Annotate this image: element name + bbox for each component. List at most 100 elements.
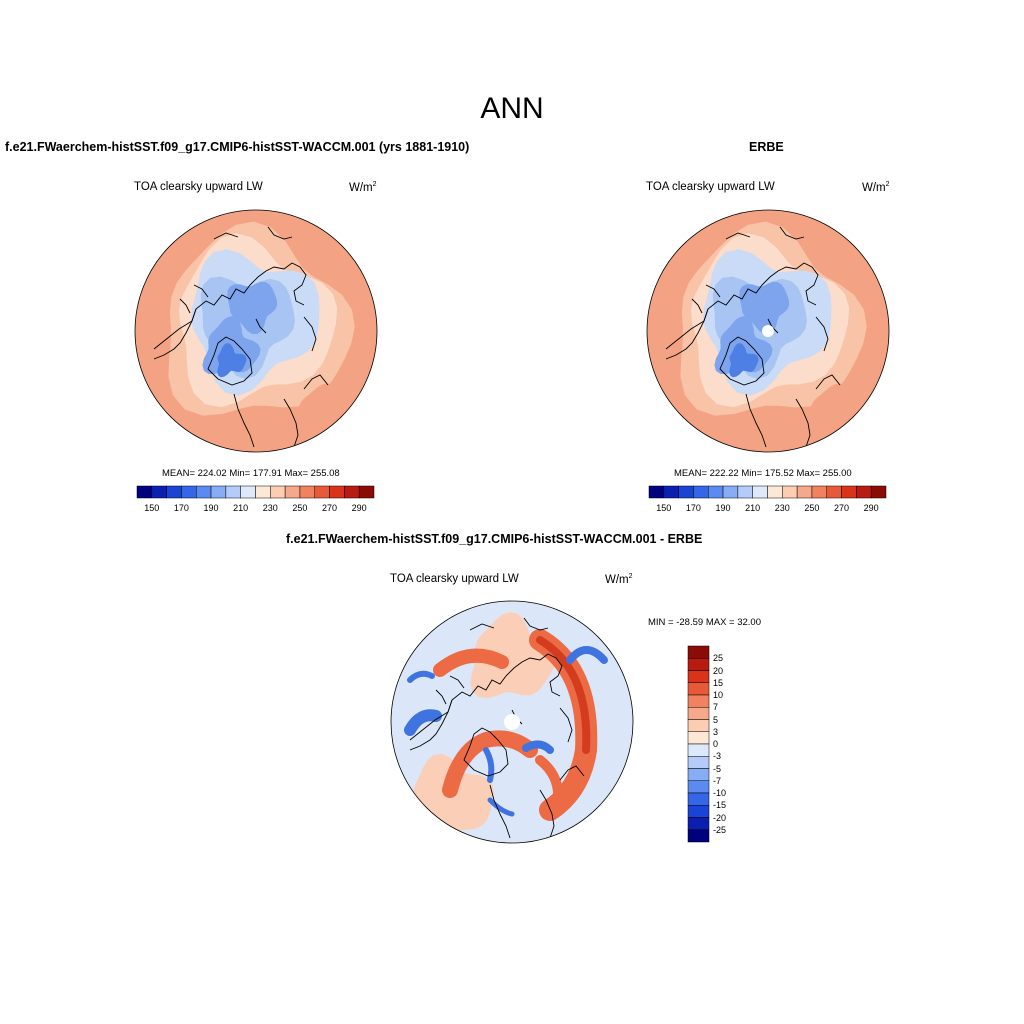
colorbar-box [678, 485, 694, 499]
colorbar-box [687, 719, 710, 732]
colorbar-box [284, 485, 301, 499]
panel-3-title: f.e21.FWaerchem-histSST.f09_g17.CMIP6-hi… [286, 532, 703, 546]
panel-3-colorbar-labels: 25 20 15 10 7 5 3 0 -3 -5 -7 -10 -15 -20 -25 [713, 646, 743, 842]
panel-2-colorbar [648, 485, 887, 499]
colorbar-box [826, 485, 842, 499]
colorbar-box [796, 485, 813, 499]
panel-2-variable: TOA clearsky upward LW [646, 181, 775, 193]
panel-3-polar-map [390, 600, 634, 844]
colorbar-box [270, 485, 286, 499]
colorbar-tick-label: -10 [713, 788, 727, 798]
colorbar-box [225, 485, 241, 499]
colorbar-box [687, 743, 710, 757]
panel-1-units: W/m2 [349, 181, 377, 194]
colorbar-box [811, 485, 828, 499]
colorbar-box [687, 658, 710, 671]
colorbar-box [255, 485, 271, 499]
colorbar-tick-label: -5 [713, 763, 722, 774]
colorbar-box [687, 645, 710, 659]
colorbar-box [687, 780, 710, 794]
colorbar-tick-label: 150 [656, 503, 672, 513]
colorbar-tick-label: 20 [713, 665, 724, 676]
colorbar-tick-label: 210 [745, 503, 761, 513]
colorbar-tick-label: 250 [804, 503, 820, 513]
colorbar-box [708, 485, 724, 499]
colorbar-box [687, 805, 710, 818]
colorbar-tick-label: 190 [203, 503, 219, 513]
colorbar-tick-label: 7 [713, 702, 719, 713]
colorbar-box [687, 694, 710, 708]
panel-2-units: W/m2 [862, 181, 890, 194]
colorbar-tick-label: -7 [713, 775, 722, 786]
colorbar-box [648, 485, 665, 499]
colorbar-tick-label: 270 [322, 503, 338, 513]
colorbar-box [687, 817, 710, 830]
colorbar-box [181, 485, 197, 499]
colorbar-tick-label: 290 [351, 503, 367, 513]
panel-2-stats: MEAN= 222.22 Min= 175.52 Max= 255.00 [674, 468, 852, 479]
colorbar-tick-label: 190 [715, 503, 731, 513]
colorbar-box [329, 485, 345, 499]
colorbar-box [856, 485, 872, 499]
panel-2-colorbar-labels: 150 170 190 210 230 250 270 290 [649, 503, 886, 515]
panel-2-polar-map [646, 209, 890, 453]
colorbar-box [687, 756, 710, 769]
colorbar-tick-label: -20 [713, 812, 727, 823]
panel-1-colorbar [136, 485, 375, 499]
colorbar-box [136, 485, 153, 499]
colorbar-box [210, 485, 227, 499]
figure-title: ANN [480, 92, 544, 125]
colorbar-tick-label: -25 [713, 824, 727, 835]
panel-3-variable: TOA clearsky upward LW [390, 573, 519, 585]
panel-1-variable: TOA clearsky upward LW [134, 181, 263, 193]
colorbar-box [687, 768, 710, 781]
colorbar-box [767, 485, 783, 499]
colorbar-box [240, 485, 256, 499]
colorbar-box [687, 670, 710, 683]
colorbar-box [782, 485, 798, 499]
panel-1-colorbar-labels: 150 170 190 210 230 250 270 290 [137, 503, 374, 515]
colorbar-tick-label: 0 [713, 739, 719, 749]
colorbar-box [737, 485, 753, 499]
colorbar-box [663, 485, 679, 499]
colorbar-tick-label: 25 [713, 653, 724, 664]
colorbar-box [151, 485, 167, 499]
colorbar-tick-label: 15 [713, 677, 724, 688]
colorbar-tick-label: 270 [834, 503, 850, 513]
colorbar-box [687, 731, 710, 745]
colorbar-tick-label: 170 [173, 503, 189, 513]
colorbar-box [687, 829, 710, 843]
colorbar-tick-label: 230 [262, 503, 278, 513]
colorbar-box [358, 485, 375, 499]
colorbar-box [344, 485, 360, 499]
colorbar-tick-label: 150 [144, 503, 160, 513]
panel-2-title: ERBE [749, 140, 784, 154]
colorbar-box [687, 792, 710, 806]
colorbar-box [196, 485, 212, 499]
colorbar-box [752, 485, 768, 499]
panel-3-colorbar [687, 645, 710, 843]
colorbar-tick-label: 10 [713, 690, 724, 700]
colorbar-box [722, 485, 739, 499]
colorbar-box [870, 485, 887, 499]
colorbar-tick-label: 170 [685, 503, 701, 513]
panel-1-title: f.e21.FWaerchem-histSST.f09_g17.CMIP6-hi… [5, 140, 470, 154]
colorbar-box [314, 485, 330, 499]
colorbar-tick-label: 5 [713, 714, 719, 725]
colorbar-tick-label: 250 [292, 503, 308, 513]
panel-1-stats: MEAN= 224.02 Min= 177.91 Max= 255.08 [162, 468, 340, 479]
colorbar-box [687, 682, 710, 696]
colorbar-box [841, 485, 857, 499]
colorbar-box [687, 707, 710, 720]
colorbar-box [166, 485, 182, 499]
colorbar-box [693, 485, 709, 499]
panel-1-polar-map [134, 209, 378, 453]
colorbar-tick-label: 290 [863, 503, 879, 513]
colorbar-tick-label: -15 [713, 800, 727, 811]
colorbar-tick-label: 230 [774, 503, 790, 513]
colorbar-tick-label: 210 [233, 503, 249, 513]
panel-3-stats: MIN = -28.59 MAX = 32.00 [648, 617, 762, 628]
panel-3-units: W/m2 [605, 573, 633, 586]
colorbar-tick-label: 3 [713, 726, 719, 737]
colorbar-box [299, 485, 316, 499]
